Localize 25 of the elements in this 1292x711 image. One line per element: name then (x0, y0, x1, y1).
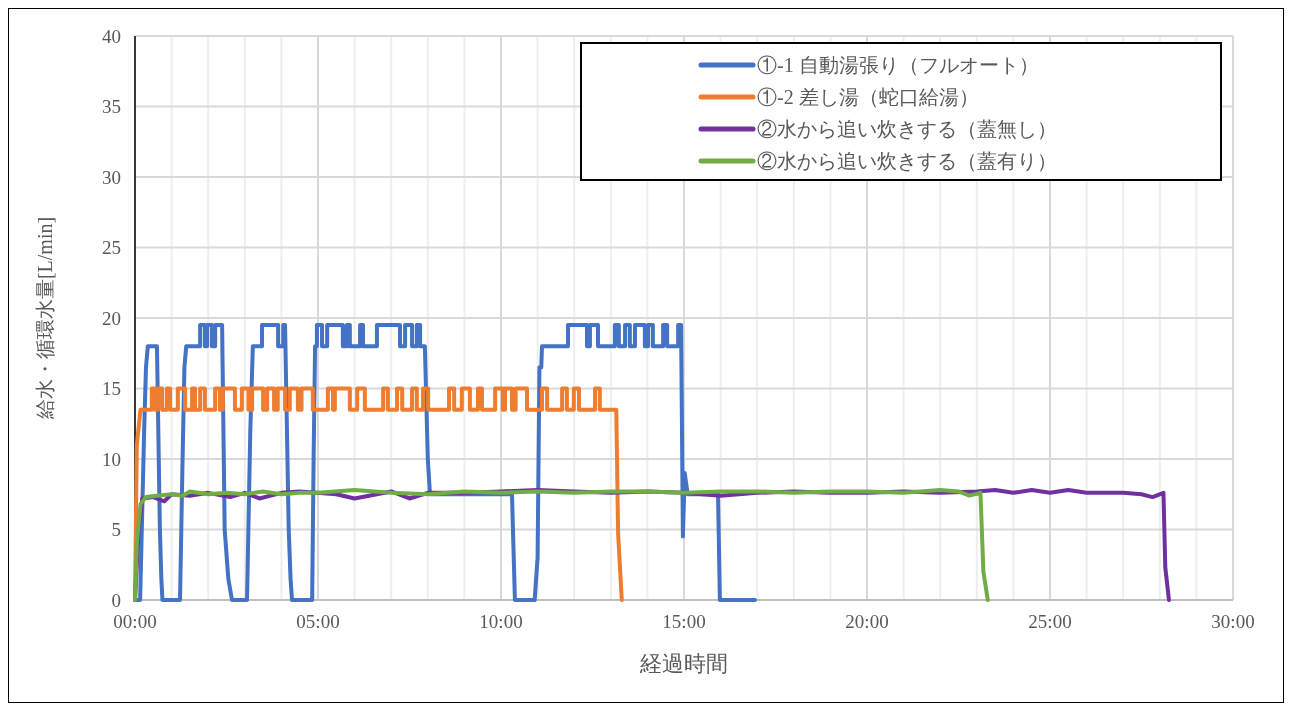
x-axis-title: 経過時間 (639, 651, 728, 676)
x-tick-label: 20:00 (845, 611, 889, 632)
legend-label: ①-1 自動湯張り（フルオート） (757, 54, 1039, 76)
line-series (133, 323, 757, 602)
line-series (133, 488, 990, 602)
y-tick-label: 5 (111, 519, 121, 541)
y-tick-label: 0 (111, 589, 121, 611)
x-tick-label: 00:00 (113, 611, 157, 632)
x-tick-label: 30:00 (1211, 611, 1255, 632)
legend-label: ②水から追い炊きする（蓋無し） (757, 118, 1057, 140)
y-tick-label: 30 (102, 166, 121, 188)
x-tick-label: 15:00 (662, 611, 706, 632)
x-tick-label: 05:00 (296, 611, 340, 632)
y-tick-label: 10 (102, 448, 121, 470)
y-tick-label: 15 (102, 378, 121, 400)
y-tick-label: 35 (102, 96, 121, 118)
line-series (133, 386, 624, 602)
y-axis-title: 給水・循環水量[L/min] (34, 216, 56, 421)
legend-label: ②水から追い炊きする（蓋有り） (757, 150, 1057, 172)
x-tick-label: 10:00 (479, 611, 523, 632)
y-tick-label: 25 (102, 237, 121, 259)
y-tick-label: 40 (102, 25, 121, 47)
legend-label: ①-2 差し湯（蛇口給湯） (757, 86, 979, 108)
x-tick-label: 25:00 (1028, 611, 1072, 632)
y-tick-label: 20 (102, 307, 121, 329)
